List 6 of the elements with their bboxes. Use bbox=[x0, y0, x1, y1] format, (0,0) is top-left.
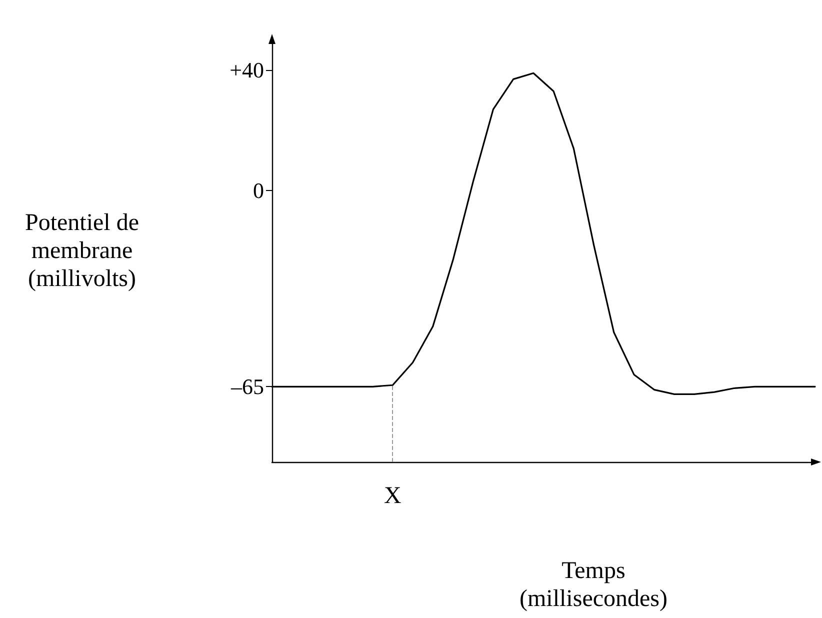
y-tick-label: +40 bbox=[230, 58, 264, 83]
y-axis-title: Potentiel de membrane (millivolts) bbox=[25, 210, 139, 292]
x-axis-title: Temps (millisecondes) bbox=[520, 558, 668, 612]
y-tick-label: –65 bbox=[230, 374, 264, 400]
x-tick-label: X bbox=[384, 483, 402, 509]
y-tick-label: 0 bbox=[253, 178, 264, 204]
